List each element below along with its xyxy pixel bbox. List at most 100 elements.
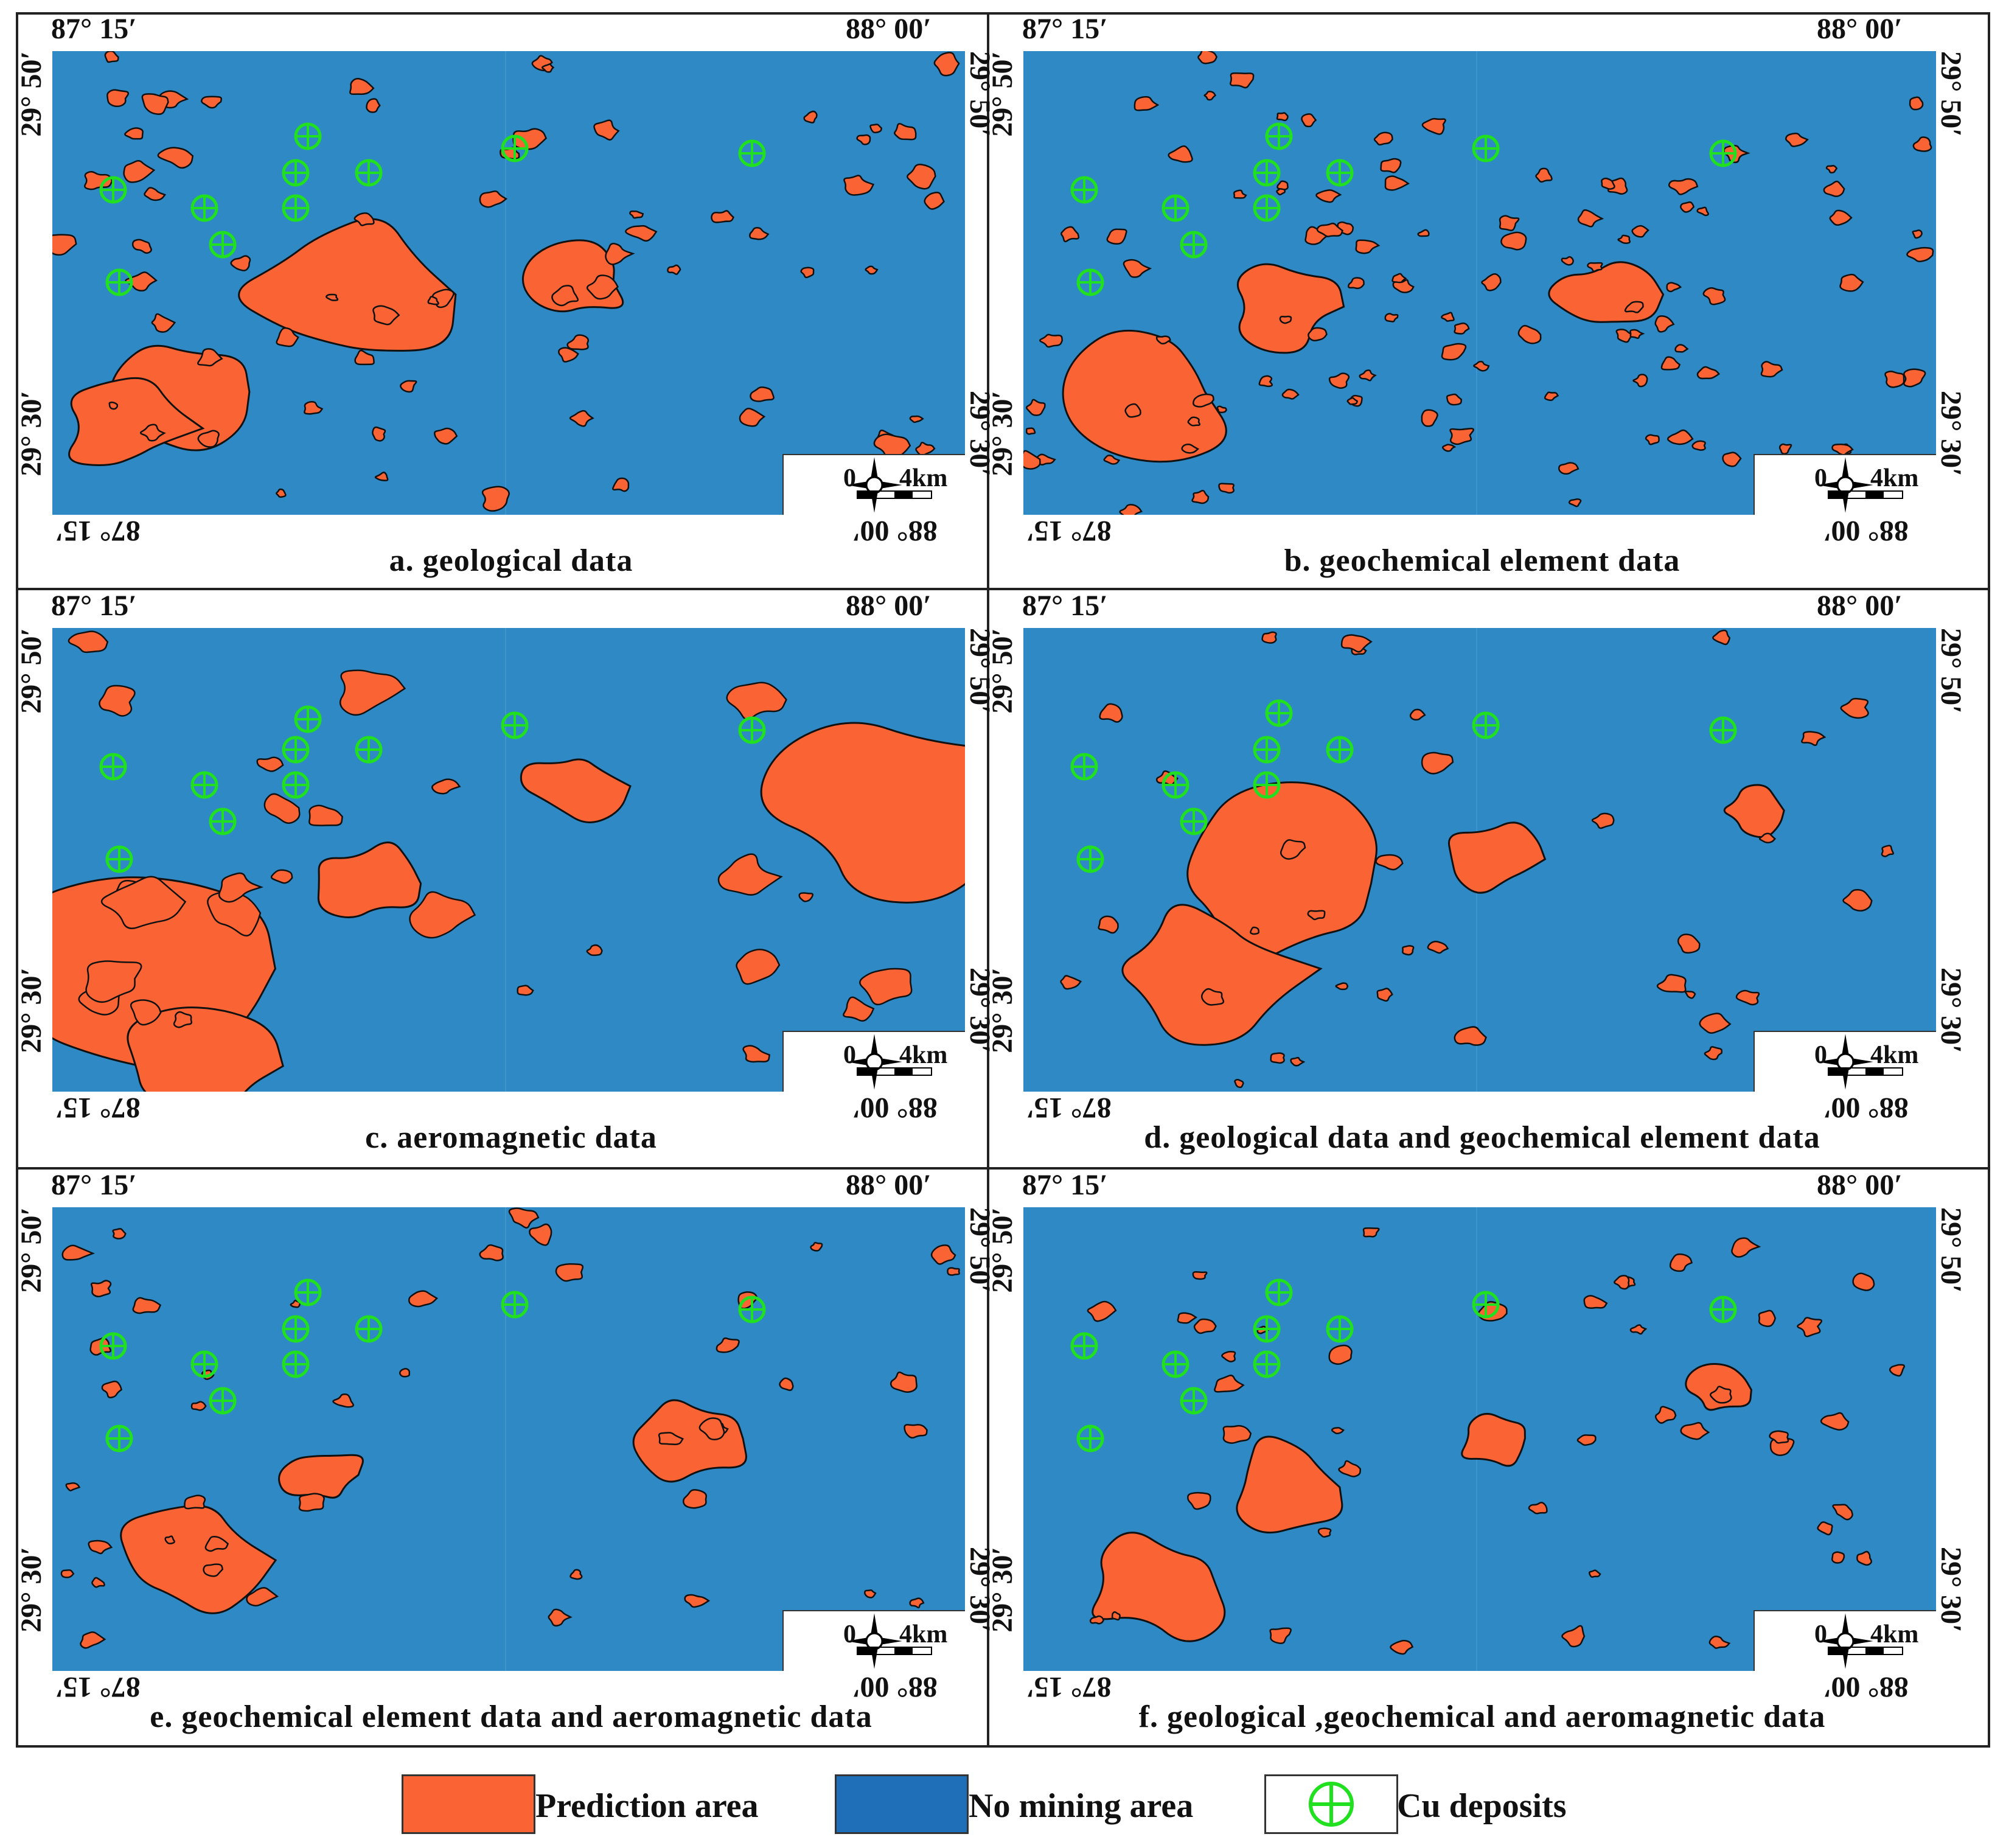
prediction-area-patch <box>1192 1271 1208 1280</box>
prediction-area-patch <box>586 274 619 300</box>
prediction-area-patch <box>1119 504 1143 515</box>
prediction-area-patch <box>1230 72 1255 89</box>
north-arrow-compass-icon <box>1817 457 1873 513</box>
prediction-area-patch <box>197 430 220 448</box>
prediction-area-patch <box>1735 989 1760 1006</box>
panel-caption: b. geochemical element data <box>1284 543 1680 578</box>
cu-deposit-marker <box>1326 736 1354 764</box>
prediction-area-patch <box>1301 113 1317 128</box>
legend-label-cu-deposits: Cu deposits <box>1397 1787 1567 1825</box>
prediction-area-patch <box>810 1241 823 1252</box>
cu-deposit-marker <box>1070 176 1098 204</box>
prediction-area-patch <box>1832 1504 1853 1521</box>
cu-deposit-marker <box>1161 1350 1189 1378</box>
prediction-area-patch <box>542 63 555 73</box>
prediction-area-patch <box>1499 215 1520 231</box>
prediction-area-patch <box>682 1489 708 1509</box>
prediction-area-patch <box>1216 405 1227 414</box>
map-area: 0 4km <box>1023 628 1936 1092</box>
prediction-area-patch <box>366 98 381 113</box>
prediction-area-patch <box>1889 1364 1906 1377</box>
scale-bar <box>1828 490 1903 499</box>
prediction-area-patch <box>1583 1295 1608 1309</box>
prediction-area-patch <box>1785 133 1809 147</box>
tick-bottom-right: 88° 00′ <box>1823 1092 1909 1124</box>
prediction-area-patch <box>629 210 644 219</box>
prediction-area-patch <box>1315 189 1342 203</box>
scale-bar-box: 0 4km <box>782 454 965 515</box>
prediction-area-patch <box>742 1045 770 1063</box>
prediction-area-patch <box>1380 158 1402 173</box>
prediction-area-patch <box>1823 180 1845 197</box>
cu-deposit-marker <box>294 1278 322 1306</box>
prediction-area-patch <box>869 124 883 134</box>
prediction-area-patch <box>218 872 264 903</box>
prediction-area-patch <box>593 119 620 141</box>
prediction-area-patch <box>1614 1275 1630 1290</box>
prediction-area-patch <box>1276 112 1289 122</box>
prediction-area-patch <box>139 424 166 442</box>
prediction-area-patch <box>1666 429 1694 445</box>
tick-right-bottom: 29° 30′ <box>964 1547 996 1633</box>
prediction-area-patch <box>508 1207 540 1229</box>
prediction-area-patch <box>124 127 144 140</box>
prediction-area-patch <box>924 192 945 210</box>
prediction-area-patch <box>1778 443 1792 455</box>
prediction-area-patch <box>144 187 167 201</box>
prediction-area-patch <box>1362 1227 1380 1238</box>
prediction-area-patch <box>353 212 375 226</box>
panel-caption: a. geological data <box>389 543 633 578</box>
prediction-map <box>60 1207 960 1671</box>
prediction-area-patch <box>909 415 924 424</box>
prediction-area-patch <box>625 225 658 242</box>
prediction-area-patch <box>1281 388 1300 400</box>
tick-right-top: 29° 50′ <box>964 628 996 714</box>
prediction-area-patch <box>270 869 293 884</box>
prediction-area-patch <box>1316 222 1343 237</box>
cu-deposit-marker <box>1265 699 1293 727</box>
prediction-area-patch <box>798 892 814 902</box>
prediction-area-patch <box>1629 329 1645 340</box>
prediction-area-patch <box>1355 239 1381 254</box>
prediction-area-patch <box>1669 1253 1693 1272</box>
prediction-area-patch <box>1409 708 1426 721</box>
prediction-area-patch <box>569 1569 583 1580</box>
cu-deposit-marker <box>1070 1332 1098 1360</box>
prediction-area-patch <box>859 968 913 1006</box>
prediction-area-patch <box>1906 246 1934 262</box>
cu-deposit-marker <box>294 122 322 150</box>
prediction-area-patch <box>1769 1430 1789 1444</box>
scale-zero: 0 <box>843 464 856 492</box>
prediction-area-patch <box>317 842 422 919</box>
prediction-area-patch <box>1023 450 1041 470</box>
prediction-area-patch <box>1384 175 1410 191</box>
prediction-area-patch <box>157 147 194 169</box>
prediction-area-patch <box>1624 301 1644 313</box>
prediction-area-patch <box>569 410 594 427</box>
prediction-map <box>1070 1207 1906 1671</box>
prediction-area-patch <box>1218 483 1235 494</box>
prediction-area-patch <box>99 685 136 717</box>
prediction-area-patch <box>339 669 406 716</box>
prediction-area-patch <box>904 1424 928 1439</box>
prediction-area-patch <box>1168 145 1193 163</box>
prediction-area-patch <box>1089 1615 1104 1625</box>
prediction-area-patch <box>1279 315 1292 324</box>
cu-deposit-marker <box>105 1424 133 1452</box>
cu-deposit-marker <box>282 736 310 764</box>
prediction-area-patch <box>238 218 457 352</box>
scale-zero: 0 <box>843 1620 856 1648</box>
prediction-area-patch <box>1831 443 1854 456</box>
tick-right-bottom: 29° 30′ <box>964 968 996 1053</box>
scale-bar <box>857 490 932 499</box>
tick-top-right: 88° 00′ <box>846 590 932 622</box>
cu-deposit-marker <box>209 1387 237 1415</box>
map-panel-e: 0 4km 87° 15′ 88° 00′ 29° 50′ 29° 30′ 29° 50′… <box>15 1170 1004 1745</box>
scale-zero: 0 <box>1814 464 1827 492</box>
tick-top-left: 87° 15′ <box>1022 590 1108 622</box>
prediction-area-patch <box>1384 313 1399 323</box>
prediction-area-patch <box>1200 988 1225 1006</box>
cu-deposit-marker <box>1253 1350 1281 1378</box>
tick-left-bottom: 29° 30′ <box>15 391 47 476</box>
prediction-area-patch <box>1654 1406 1677 1424</box>
